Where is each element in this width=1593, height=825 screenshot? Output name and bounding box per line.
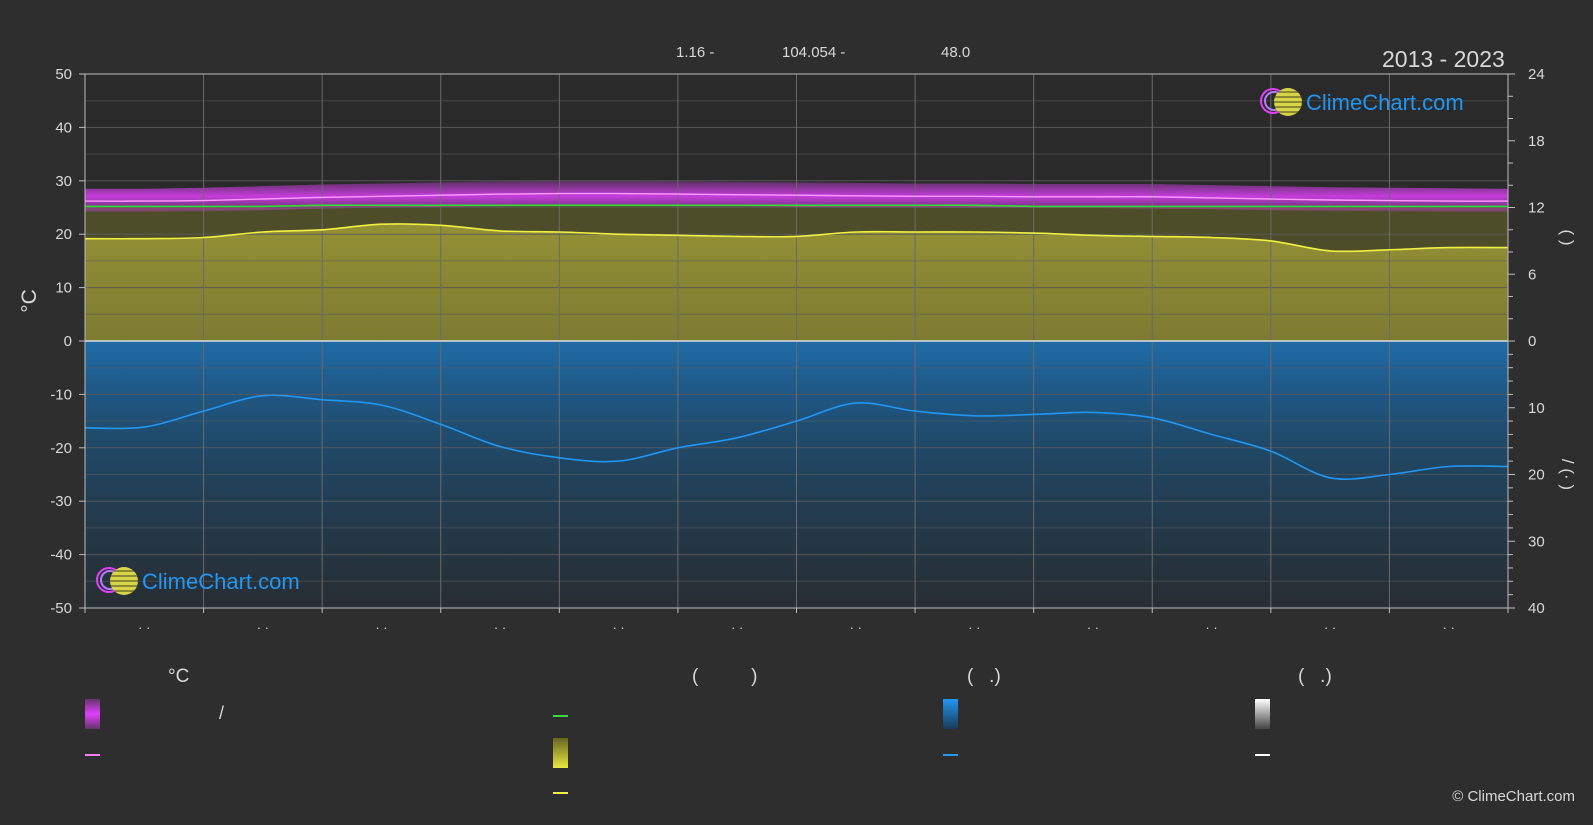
left-tick-label: -50 xyxy=(50,600,72,617)
x-tick-label: · · xyxy=(138,620,150,635)
series-line-mean-temp xyxy=(84,192,1509,202)
series-lines-layer xyxy=(84,192,1509,480)
year-range: 2013 - 2023 xyxy=(1382,46,1505,72)
right-tick-label-hours: 0 xyxy=(1528,333,1536,350)
left-tick-label: -10 xyxy=(50,386,72,403)
right-axis-label-mm: / (· ) xyxy=(1558,459,1577,490)
x-tick-label: · · xyxy=(731,620,743,635)
legend-swatch-rain xyxy=(943,699,958,729)
right-tick-label-hours: 18 xyxy=(1528,133,1545,150)
logo-bottom: ClimeChart.com xyxy=(96,567,300,597)
left-tick-label: 40 xyxy=(55,119,72,136)
legend-swatch-sunshine-mean xyxy=(553,792,568,794)
legend-header-sunshine: ( ) xyxy=(692,666,758,687)
right-tick-label-hours: 24 xyxy=(1528,66,1545,83)
series-line-sunshine xyxy=(84,223,1509,253)
x-tick-label: · · xyxy=(1205,620,1217,635)
right-tick-label-hours: 12 xyxy=(1528,200,1545,217)
legend-header-rain: ( .) xyxy=(967,666,1001,687)
legend-swatch-max-min-temp xyxy=(85,699,100,729)
legend-swatch-sunshine xyxy=(553,738,568,768)
latitude-label: 1.16 - xyxy=(676,44,715,61)
right-tick-label-mm: 30 xyxy=(1528,533,1545,550)
right-axis-label-hours: ( ) xyxy=(1558,229,1577,245)
legend-label-max-min: / xyxy=(219,703,225,723)
left-tick-label: 50 xyxy=(55,66,72,83)
right-tick-label-mm: 10 xyxy=(1528,400,1545,417)
x-tick-label: · · xyxy=(1324,620,1336,635)
longitude-label: 104.054 - xyxy=(782,44,846,61)
left-tick-label: 20 xyxy=(55,226,72,243)
left-axis-label: °C xyxy=(18,289,41,313)
right-tick-label-hours: 6 xyxy=(1528,266,1536,283)
left-tick-label: 10 xyxy=(55,280,72,297)
logo-top: ClimeChart.com xyxy=(1260,88,1464,118)
copyright-text: © ClimeChart.com xyxy=(1452,788,1575,805)
logo-text: ClimeChart.com xyxy=(1306,90,1464,115)
legend-header-snow: ( .) xyxy=(1298,666,1332,687)
legend-swatch-daylight xyxy=(553,715,568,717)
series-line-precipitation xyxy=(84,394,1509,480)
right-tick-label-mm: 20 xyxy=(1528,467,1545,484)
x-tick-label: · · xyxy=(1443,620,1455,635)
climechart-logo-icon xyxy=(96,567,138,597)
x-tick-label: · · xyxy=(375,620,387,635)
x-tick-label: · · xyxy=(257,620,269,635)
x-tick-label: · · xyxy=(1087,620,1099,635)
left-tick-label: -20 xyxy=(50,440,72,457)
right-tick-label-mm: 40 xyxy=(1528,600,1545,617)
left-tick-label: -30 xyxy=(50,493,72,510)
legend-header-temperature: °C xyxy=(168,666,190,687)
legend-swatch-rain-mean xyxy=(943,754,958,756)
x-tick-label: · · xyxy=(850,620,862,635)
elevation-label: 48.0 xyxy=(941,44,971,61)
legend-swatch-snow-mean xyxy=(1255,754,1270,756)
climechart-logo-icon xyxy=(1260,88,1302,118)
left-tick-label: -40 xyxy=(50,547,72,564)
x-tick-label: · · xyxy=(968,620,980,635)
left-tick-label: 30 xyxy=(55,173,72,190)
x-tick-label: · · xyxy=(612,620,624,635)
legend-swatch-snow xyxy=(1255,699,1270,729)
x-tick-label: · · xyxy=(494,620,506,635)
legend-swatch-mean-temp xyxy=(85,754,100,756)
left-tick-label: 0 xyxy=(64,333,72,350)
axes-layer: 50 40 30 20 10 0 -10 -20 -30 -40 -50 °C 24 18 12 6 0 10 20… xyxy=(18,66,1577,635)
series-line-daylight xyxy=(84,204,1508,208)
logo-text: ClimeChart.com xyxy=(142,569,300,594)
